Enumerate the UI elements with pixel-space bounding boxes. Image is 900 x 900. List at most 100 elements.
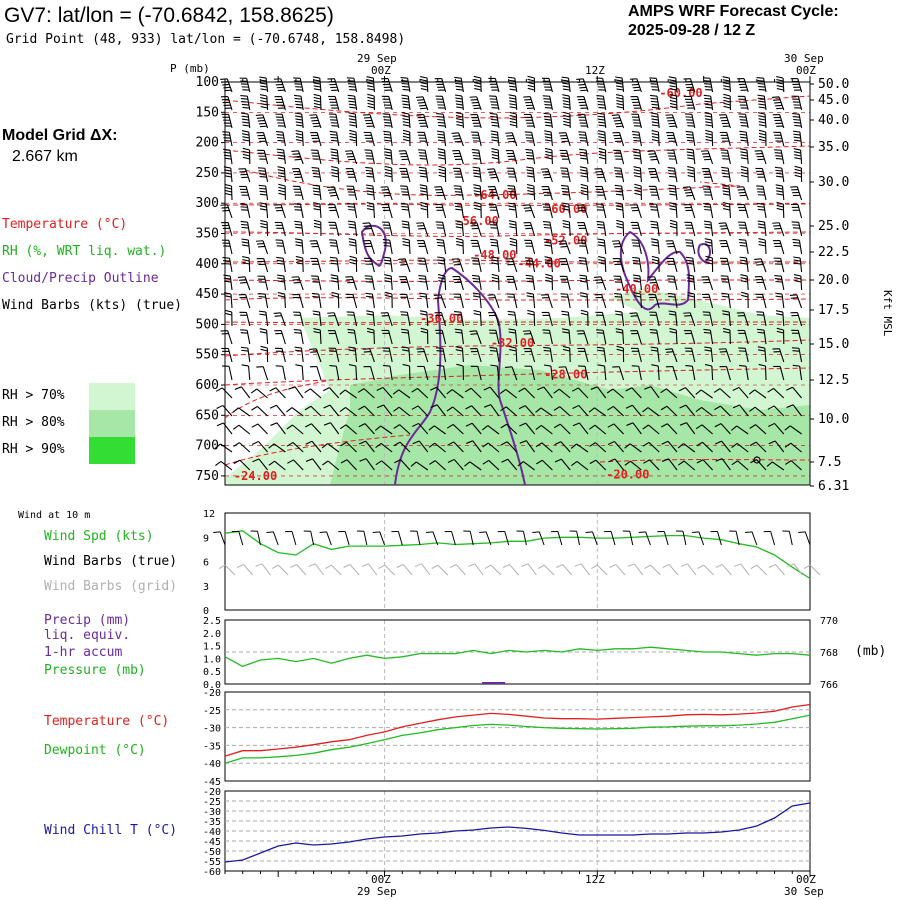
legend-rh80-label: RH > 80% — [2, 415, 65, 430]
wind-barb — [366, 310, 375, 327]
surface-wind-barb-grid — [468, 563, 484, 576]
wind-barb — [543, 364, 553, 381]
wind-barb — [643, 459, 660, 471]
wind-barb — [616, 345, 625, 363]
wind-barb — [382, 221, 393, 237]
wind-barb — [482, 459, 500, 471]
wind-barb — [304, 405, 322, 417]
wind-barb — [738, 113, 749, 129]
wind-barb — [286, 441, 304, 453]
wind-barb — [417, 131, 429, 147]
wind-barb — [666, 257, 678, 273]
wind-barb — [755, 293, 767, 309]
wind-barb — [523, 330, 536, 345]
wind-barb — [650, 112, 660, 129]
temperature-ytick-label: -25 — [203, 706, 221, 717]
wind-barb — [411, 405, 429, 417]
barbs-grid-label: Wind Barbs (grid) — [44, 579, 178, 594]
wind-barb — [702, 185, 714, 201]
height-tick-label: 6.31 — [818, 479, 849, 494]
wind-barb — [771, 96, 785, 111]
wind-barb — [481, 425, 500, 435]
wind-barb — [323, 422, 340, 435]
wind-barb — [772, 222, 785, 237]
wind-barb — [224, 292, 233, 309]
wind-barb — [630, 95, 642, 111]
wind-barb — [607, 423, 624, 435]
wind-barb — [615, 94, 625, 111]
wind-barb — [490, 364, 500, 381]
wind-barb — [687, 166, 696, 183]
wind-barb — [273, 312, 286, 327]
wind-barb — [215, 387, 233, 399]
height-tick-label: 17.5 — [818, 303, 849, 318]
wind-barb — [705, 129, 714, 147]
wind-barb — [347, 220, 358, 237]
wind-chill-ytick-label: -60 — [203, 867, 221, 878]
wind-barb — [329, 365, 340, 381]
wind-barb — [754, 276, 767, 291]
surface-wind-barb-true — [745, 531, 758, 546]
wind-barb — [776, 327, 785, 345]
wind-barb — [738, 364, 749, 381]
wind-barb — [614, 310, 625, 327]
surface-wind-barb-grid — [750, 564, 768, 576]
wind-barb — [295, 130, 304, 147]
wind-barb — [366, 76, 375, 93]
wind-barb — [560, 167, 571, 183]
wind-barb — [684, 95, 696, 111]
wind-barb — [793, 148, 803, 165]
wind-barb — [558, 240, 571, 255]
wind-barb — [428, 425, 446, 435]
surface-wind-barb-true — [303, 530, 315, 546]
wind-barb — [731, 425, 749, 435]
wind-barb — [455, 237, 464, 255]
wind-barb — [223, 166, 233, 183]
wind-barb — [328, 221, 340, 237]
wind-barb — [541, 294, 553, 309]
pressure-ytick-label: 766 — [820, 680, 838, 691]
surface-wind-barb-true — [497, 531, 510, 546]
surface-wind-barb-true — [463, 530, 474, 546]
wind-barb — [595, 311, 607, 327]
wind-barb — [400, 185, 411, 201]
surface-wind-barb-true — [729, 530, 740, 546]
wind-barb — [758, 129, 767, 147]
wind-barb — [685, 130, 696, 147]
wind-barb — [428, 442, 446, 453]
wind-barb — [241, 238, 251, 255]
wind-barb — [362, 222, 375, 237]
wind-barb — [684, 347, 696, 363]
wind-barb — [365, 184, 375, 201]
surface-wind-barb-true — [319, 531, 332, 546]
wind-barb — [489, 95, 500, 111]
page-title: GV7: lat/lon = (-70.6842, 158.8625) — [4, 4, 334, 27]
wind-barb — [523, 222, 536, 237]
wind-barb — [595, 77, 607, 93]
wind-barb — [577, 113, 589, 129]
wind-barb — [772, 114, 785, 129]
legend-rh80-swatch — [89, 410, 135, 437]
wind-barb — [268, 443, 286, 453]
wind-barb — [470, 113, 482, 129]
wind-barb — [768, 422, 785, 435]
wind-barb — [437, 148, 447, 165]
wind-barb — [535, 407, 553, 417]
wind-barb — [416, 114, 429, 129]
wind-barb — [649, 203, 660, 219]
wind-barb — [473, 310, 482, 327]
surface-wind-barb-true — [425, 531, 439, 546]
height-axis-title: Kft MSL — [881, 290, 894, 337]
wind-barb — [630, 221, 642, 237]
precip-ytick-label: 1.5 — [203, 642, 221, 653]
wind-barb — [758, 238, 767, 255]
wind-barb — [295, 364, 304, 381]
wind-barb — [784, 425, 802, 435]
surface-wind-barb-true — [675, 530, 687, 546]
wind-barb — [544, 147, 553, 165]
surface-wind-barb-true — [213, 531, 226, 546]
surface-wind-barb-grid — [787, 563, 803, 576]
wind-barb — [295, 255, 304, 273]
wind-barb — [327, 329, 340, 345]
forecast-cycle-label: AMPS WRF Forecast Cycle: — [628, 3, 839, 20]
